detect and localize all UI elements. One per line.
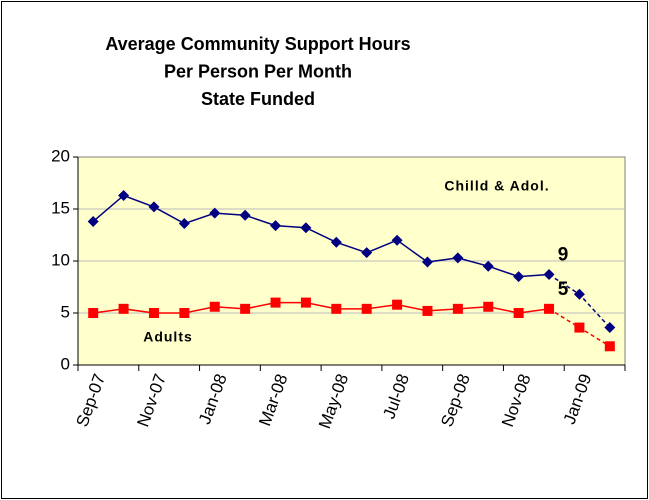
marker: [361, 247, 373, 259]
marker: [209, 301, 220, 312]
chart-title: State Funded: [201, 89, 315, 109]
marker: [239, 209, 251, 221]
marker: [87, 215, 99, 227]
marker: [331, 303, 342, 314]
marker: [452, 252, 464, 264]
y-tick-label: 5: [61, 302, 70, 321]
series-line: [92, 194, 550, 278]
marker: [88, 308, 99, 318]
marker: [270, 220, 282, 232]
y-tick-label: 20: [51, 146, 70, 165]
y-tick-label: 10: [51, 250, 70, 269]
marker: [148, 308, 159, 318]
series-line: [93, 301, 550, 314]
marker: [513, 308, 524, 318]
marker: [118, 303, 129, 314]
marker: [148, 201, 160, 213]
data-label: 9: [558, 245, 569, 266]
marker: [179, 308, 190, 318]
marker: [178, 218, 190, 230]
marker: [544, 303, 555, 314]
chart-title: Per Person Per Month: [164, 61, 352, 81]
marker: [604, 341, 615, 352]
marker: [482, 260, 494, 272]
marker: [270, 297, 281, 308]
marker: [330, 236, 342, 248]
marker: [392, 299, 403, 310]
marker: [513, 271, 525, 283]
chart-title: Average Community Support Hours: [105, 34, 410, 54]
marker: [483, 301, 494, 312]
marker: [240, 303, 251, 314]
marker: [543, 269, 555, 281]
marker: [452, 303, 463, 314]
marker: [391, 234, 403, 246]
y-tick-label: 15: [51, 198, 70, 217]
marker: [573, 288, 585, 300]
marker: [604, 322, 616, 334]
marker: [118, 189, 130, 201]
marker: [422, 305, 433, 316]
marker: [300, 222, 312, 234]
y-tick-label: 0: [61, 354, 70, 373]
marker: [209, 207, 221, 219]
data-label: 5: [558, 279, 569, 300]
marker: [574, 322, 585, 333]
marker: [421, 256, 433, 268]
marker: [300, 297, 311, 308]
legend-label: Chilld & Adol.: [444, 178, 549, 194]
legend-label: Adults: [143, 329, 193, 345]
marker: [361, 303, 372, 314]
